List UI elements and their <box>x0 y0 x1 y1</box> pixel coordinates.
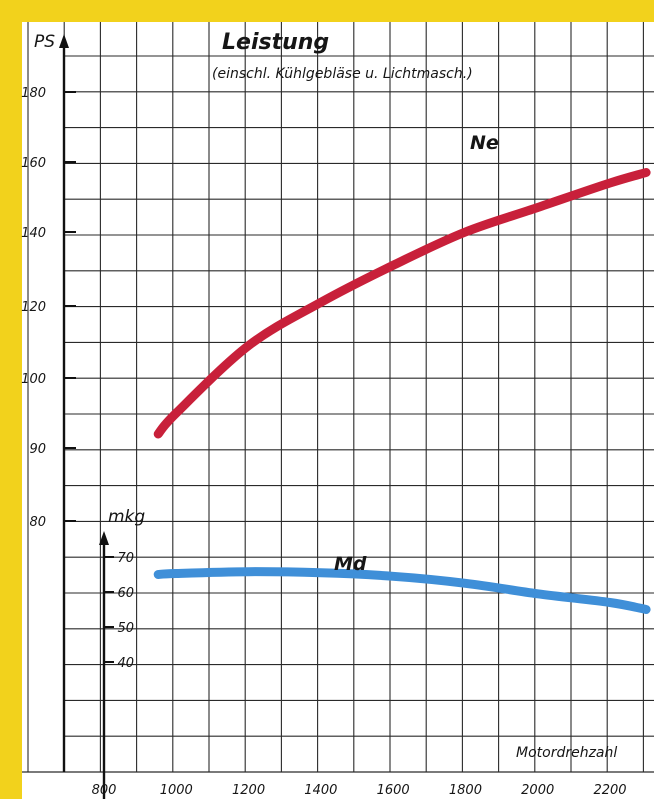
x-tick-label: 2200 <box>593 783 626 798</box>
y-tick-label-ps: 140 <box>21 226 46 241</box>
series-label-ne: Ne <box>470 132 499 154</box>
y-tick-label-ps: 160 <box>21 156 46 171</box>
y-tick-label-mkg: 50 <box>117 621 134 636</box>
y-tick-label-ps: 100 <box>21 372 46 387</box>
y-tick-label-ps: 120 <box>21 300 46 315</box>
y-tick-label-mkg: 60 <box>117 586 134 601</box>
chart-paper <box>22 22 654 799</box>
y-tick-label-mkg: 70 <box>117 551 134 566</box>
tick-labels: 80 90 100 120 140 160 180 40 50 60 70 800 1000 1200 14… <box>21 86 626 798</box>
x-axis-label: Motordrehzahl <box>516 745 617 761</box>
y-tick-label-mkg: 40 <box>117 656 134 671</box>
y-axis-unit-mkg: mkg <box>108 507 145 527</box>
y-tick-label-ps: 180 <box>21 86 46 101</box>
series <box>153 168 651 614</box>
x-tick-label: 2000 <box>521 783 554 798</box>
series-line-md <box>153 567 651 614</box>
y-axis-unit-ps: PS <box>34 32 55 52</box>
chart-subtitle: (einschl. Kühlgebläse u. Lichtmasch.) <box>212 66 473 82</box>
y-tick-label-ps: 80 <box>29 515 46 530</box>
x-tick-label: 800 <box>92 783 117 798</box>
y-axis-ps-arrow <box>59 34 69 48</box>
x-tick-label: 1000 <box>160 783 193 798</box>
x-tick-label: 1800 <box>449 783 482 798</box>
series-label-md: Md <box>334 553 367 575</box>
x-tick-label: 1400 <box>304 783 337 798</box>
x-tick-label: 1200 <box>232 783 265 798</box>
series-line-ne <box>153 168 651 439</box>
chart-title: Leistung <box>222 30 329 55</box>
y-axis-mkg-arrow <box>99 531 109 545</box>
x-tick-label: 1600 <box>377 783 410 798</box>
y-tick-label-ps: 90 <box>29 442 46 457</box>
